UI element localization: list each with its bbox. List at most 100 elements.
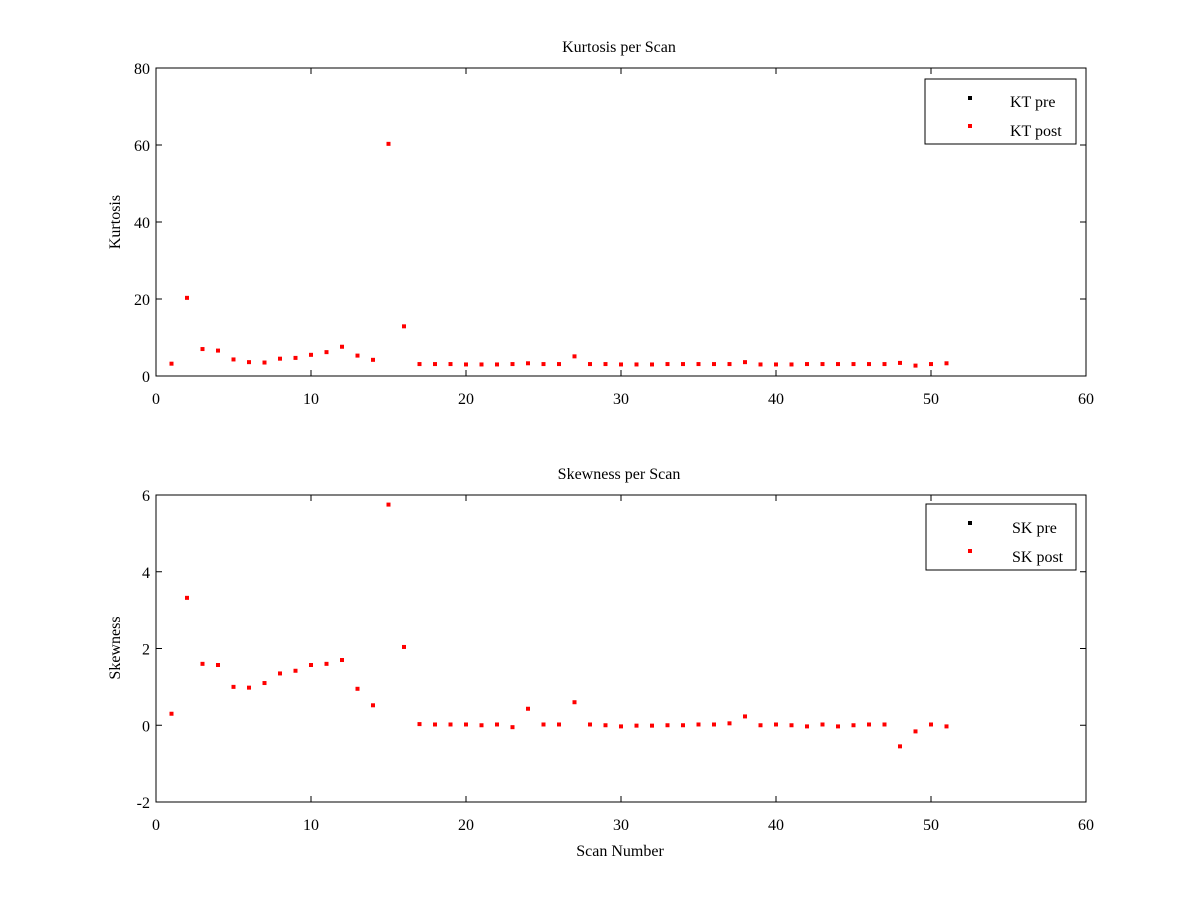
data-point [944,724,949,729]
data-point [572,700,577,705]
data-point [464,362,468,367]
y-tick-label: 60 [134,138,150,155]
chart-title: Kurtosis per Scan [562,39,676,56]
y-tick-label: 0 [142,718,150,735]
x-tick-label: 30 [613,817,629,834]
legend-box [925,503,1077,571]
data-points [169,502,949,749]
data-point [402,324,406,329]
data-point [510,362,515,367]
chart-title: Skewness per Scan [558,466,681,483]
data-point [929,722,933,727]
x-tick-label: 0 [152,817,160,834]
legend-label-pre: SK pre [1012,520,1057,537]
legend-marker-post [968,549,972,553]
data-point [495,362,499,367]
legend-box [924,78,1077,145]
data-point [836,362,840,367]
x-tick-label: 60 [1078,391,1094,408]
data-point [929,362,933,367]
legend-marker-post [968,124,972,128]
data-point [247,360,251,365]
legend-marker-pre [968,521,972,525]
data-point [557,722,561,727]
data-point [526,361,530,366]
data-point [557,362,561,367]
data-point [588,722,592,727]
data-point [913,363,918,368]
data-point [634,362,639,367]
data-point [851,362,856,367]
data-point [727,362,732,367]
data-point [433,722,437,727]
data-point [417,722,422,727]
data-point [789,723,794,728]
data-point [727,721,732,726]
data-point [867,722,871,727]
data-point [386,141,391,146]
data-point [510,725,515,730]
data-point [774,722,778,727]
data-point [340,344,344,349]
data-point [464,722,468,727]
x-tick-label: 50 [923,817,939,834]
data-point [774,362,778,367]
legend-label-post: SK post [1012,549,1064,566]
x-axis-label: Scan Number [576,843,664,860]
data-point [216,348,220,353]
data-point [448,362,453,367]
data-point [913,729,918,734]
data-point [541,362,546,367]
data-point [820,362,825,367]
data-point [603,362,608,367]
data-point [309,352,313,357]
x-tick-label: 60 [1078,817,1094,834]
data-point [541,722,546,727]
y-tick-label: 20 [134,292,150,309]
data-point [820,722,825,727]
data-point [216,663,220,668]
data-point [185,295,189,300]
x-tick-label: 20 [458,391,474,408]
data-point [836,724,840,729]
legend-label-post: KT post [1010,123,1062,140]
data-point [479,723,484,728]
data-point [231,684,236,689]
data-point [743,360,747,365]
data-point [650,723,654,728]
data-point [944,361,949,366]
data-point [743,714,747,719]
data-point [851,723,856,728]
data-point [278,356,282,361]
data-point [665,723,670,728]
data-point [448,722,453,727]
data-point [371,703,375,708]
data-point [665,362,670,367]
data-point [371,357,375,362]
data-point [417,362,422,367]
data-point [758,723,763,728]
legend: KT pre KT post [924,78,1077,145]
data-point [293,668,298,673]
data-point [696,362,701,367]
data-point [898,360,902,365]
data-point [324,661,329,666]
data-point [433,362,437,367]
data-point [789,362,794,367]
data-point [681,723,685,728]
y-axis-label: Kurtosis [107,195,124,249]
data-point [200,661,205,666]
y-tick-label: 4 [142,565,150,582]
data-point [898,744,902,749]
y-tick-label: 40 [134,215,150,232]
data-point [867,362,871,367]
data-point [588,362,592,367]
data-point [262,681,267,686]
data-point [603,723,608,728]
y-tick-label: 6 [142,488,150,505]
data-point [340,658,344,663]
data-point [619,724,623,729]
